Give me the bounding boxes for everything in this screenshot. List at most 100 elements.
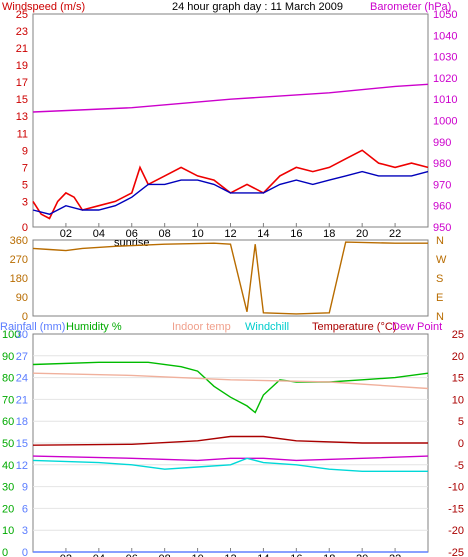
temp-y-tick: -20 (448, 525, 464, 537)
temp-y-tick: 20 (452, 351, 464, 363)
temp-y-tick: -15 (448, 503, 464, 515)
x-tick-label: 12 (224, 553, 236, 557)
humidity-y-tick: 30 (2, 482, 14, 494)
baro-y-tick: 1030 (433, 52, 457, 64)
x-tick-label: 16 (290, 553, 302, 557)
x-tick-label: 18 (323, 553, 335, 557)
wind-y-tick: 17 (16, 77, 28, 89)
humidity-y-tick: 20 (2, 503, 14, 515)
humidity-line (32, 361, 429, 414)
baro-y-tick: 970 (433, 179, 451, 191)
wind-y-tick: 5 (22, 179, 28, 191)
humidity-y-tick: 80 (2, 373, 14, 385)
wind_gust-line (32, 149, 429, 220)
panel-frame-2 (32, 239, 429, 317)
wind-y-tick: 23 (16, 26, 28, 38)
wind-y-tick: 15 (16, 94, 28, 106)
x-tick-label: 02 (60, 553, 72, 557)
panel-frame-1 (32, 13, 429, 228)
wind-y-tick: 7 (22, 162, 28, 174)
baro-y-tick: 950 (433, 222, 451, 234)
humidity-y-tick: 40 (2, 460, 14, 472)
temp-y-tick: 10 (452, 394, 464, 406)
compass-label: S (436, 273, 443, 285)
dir-y-tick: 90 (16, 292, 28, 304)
x-tick-label: 04 (93, 228, 105, 240)
baro-y-tick: 1040 (433, 30, 457, 42)
baro-y-tick: 990 (433, 137, 451, 149)
x-tick-label: 06 (126, 553, 138, 557)
compass-label: E (436, 292, 443, 304)
x-tick-label: 02 (60, 228, 72, 240)
rain-y-tick: 21 (16, 394, 28, 406)
wind_direction-line (32, 241, 428, 315)
baro-y-tick: 960 (433, 201, 451, 213)
wind-y-tick: 13 (16, 111, 28, 123)
x-tick-label: 04 (93, 553, 105, 557)
sunrise-label: sunrise (114, 237, 149, 249)
rain-y-tick: 9 (22, 482, 28, 494)
barometer-label: Barometer (hPa) (370, 1, 451, 13)
baro-y-tick: 1020 (433, 73, 457, 85)
x-tick-label: 20 (356, 228, 368, 240)
x-tick-label: 18 (323, 228, 335, 240)
baro-y-tick: 1010 (433, 94, 457, 106)
rain-y-tick: 18 (16, 416, 28, 428)
dewpoint-line (32, 455, 429, 462)
wind-y-tick: 11 (17, 128, 28, 140)
humidity-y-tick: 10 (2, 525, 14, 537)
dir-y-tick: 0 (22, 311, 28, 323)
rain-y-tick: 0 (22, 547, 28, 557)
graph-title: 24 hour graph day : 11 March 2009 (172, 1, 343, 13)
temp-y-tick: 5 (458, 416, 464, 428)
x-tick-label: 08 (159, 553, 171, 557)
temp-y-tick: 15 (452, 373, 464, 385)
x-tick-label: 22 (389, 553, 401, 557)
barometer-line (32, 83, 429, 113)
legend-dewpoint: Dew Point (392, 321, 442, 333)
x-tick-label: 10 (191, 228, 203, 240)
rain-y-tick: 27 (16, 351, 28, 363)
legend-windchill: Windchill (245, 321, 289, 333)
wind-y-tick: 9 (22, 145, 28, 157)
rain-y-tick: 24 (16, 373, 28, 385)
legend-temperature: Temperature (°C) (312, 321, 396, 333)
humidity-y-tick: 90 (2, 351, 14, 363)
baro-y-tick: 1000 (433, 116, 457, 128)
humidity-y-tick: 60 (2, 416, 14, 428)
x-tick-label: 20 (356, 553, 368, 557)
compass-label: N (436, 235, 444, 247)
rain-y-tick: 30 (16, 329, 28, 341)
wind-y-tick: 25 (16, 9, 28, 21)
x-tick-label: 22 (389, 228, 401, 240)
humidity-y-tick: 0 (2, 547, 8, 557)
temp-y-tick: -5 (454, 460, 464, 472)
windchill-line (32, 457, 428, 472)
baro-y-tick: 1050 (433, 9, 457, 21)
baro-y-tick: 980 (433, 158, 451, 170)
humidity-y-tick: 70 (2, 394, 14, 406)
compass-label: N (436, 311, 444, 323)
rain-y-tick: 15 (16, 438, 28, 450)
rain-y-tick: 3 (22, 525, 28, 537)
temp-y-tick: -10 (448, 482, 464, 494)
wind_avg-line (32, 170, 429, 215)
temp-y-tick: 0 (458, 438, 464, 450)
wind-y-tick: 3 (22, 196, 28, 208)
wind-y-tick: 0 (22, 222, 28, 234)
dir-y-tick: 270 (10, 254, 28, 266)
legend-indoor: Indoor temp (172, 321, 231, 333)
humidity-y-tick: 50 (2, 438, 14, 450)
humidity-y-tick: 100 (2, 329, 20, 341)
rain-y-tick: 6 (22, 503, 28, 515)
compass-label: W (436, 254, 447, 266)
x-tick-label: 14 (257, 228, 269, 240)
x-tick-label: 16 (290, 228, 302, 240)
rain-y-tick: 12 (16, 460, 28, 472)
legend-rainfall: Rainfall (mm) (0, 321, 65, 333)
x-tick-label: 10 (191, 553, 203, 557)
x-tick-label: 06 (126, 228, 138, 240)
temperature-line (32, 435, 428, 446)
x-tick-label: 14 (257, 553, 269, 557)
